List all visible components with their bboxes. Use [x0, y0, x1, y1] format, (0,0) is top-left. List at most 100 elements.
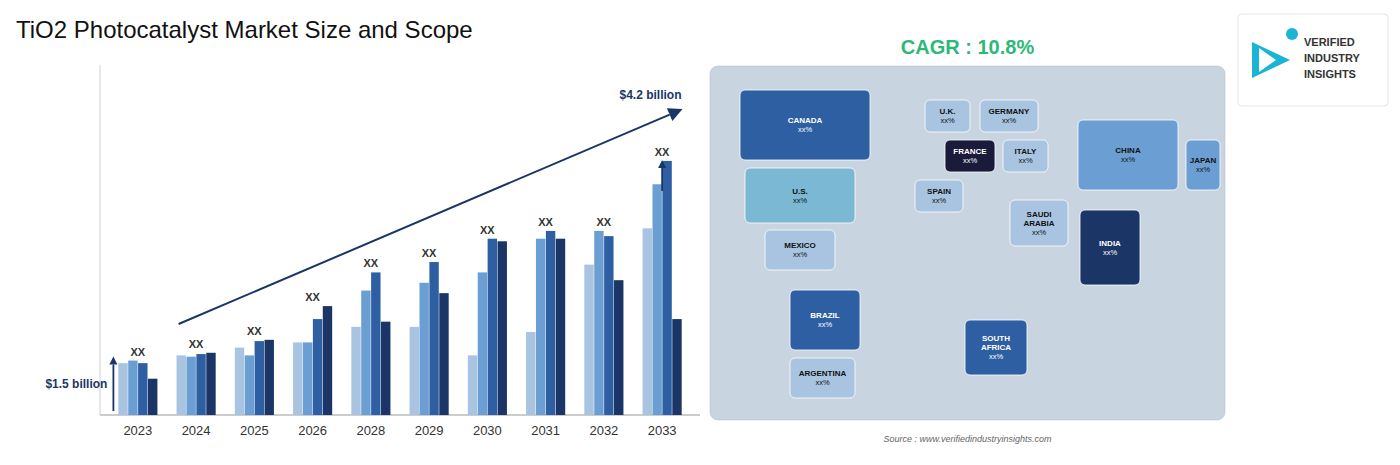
region-name-line: ITALY [1015, 147, 1037, 156]
region-shape [765, 230, 835, 270]
region-name: CHINA [1115, 146, 1141, 155]
region-label: xx% [818, 320, 833, 329]
group-label: XX [189, 338, 204, 350]
region-label: xx% [1196, 165, 1211, 174]
x-tick-label: 2026 [298, 423, 327, 438]
region-shape [945, 140, 995, 172]
bar [303, 342, 312, 415]
x-tick-label: 2028 [356, 423, 385, 438]
bar [323, 306, 332, 415]
bar [429, 262, 438, 415]
bar [196, 354, 205, 415]
group-label: XX [655, 146, 670, 158]
region: ARGENTINAxx% [790, 358, 855, 398]
region-shape [965, 320, 1027, 375]
bar [488, 239, 497, 415]
start-arrow-shaft [112, 365, 114, 411]
region-shape [1186, 140, 1220, 190]
region-name-line: FRANCE [953, 147, 987, 156]
region: SAUDIARABIAxx% [1010, 200, 1068, 246]
region-name-line: ARABIA [1023, 219, 1054, 228]
bar [419, 283, 428, 415]
bar [138, 363, 147, 415]
region-label: xx% [1018, 156, 1033, 165]
group-label: XX [538, 216, 553, 228]
region-label: xx% [989, 352, 1004, 361]
bar [313, 319, 322, 415]
bar [498, 241, 507, 415]
region: GERMANYxx% [980, 100, 1038, 132]
group-label: XX [480, 224, 495, 236]
region-name-line: SPAIN [927, 187, 951, 196]
bar [546, 231, 555, 415]
region: U.S.xx% [745, 168, 855, 223]
map-background [710, 66, 1225, 420]
region-name: MEXICO [784, 241, 816, 250]
group-label: XX [597, 216, 612, 228]
logo-text: INSIGHTS [1304, 68, 1356, 80]
group-label: XX [305, 291, 320, 303]
region-name-line: SAUDI [1027, 210, 1052, 219]
y-axis-line [100, 65, 101, 415]
bar [245, 355, 254, 415]
region-name: INDIA [1099, 239, 1121, 248]
region-name: SAUDIARABIA [1023, 210, 1054, 228]
growth-arrow-head [667, 108, 683, 121]
region-name-line: INDIA [1099, 239, 1121, 248]
bar-plot [100, 65, 700, 415]
bar [468, 355, 477, 415]
region: BRAZILxx% [790, 290, 860, 350]
x-tick-label: 2030 [473, 423, 502, 438]
region-name: ARGENTINA [799, 369, 847, 378]
bar [177, 355, 186, 415]
bar [293, 342, 302, 415]
x-tick-label: 2025 [240, 423, 269, 438]
region: SPAINxx% [915, 180, 963, 212]
group-label: XX [422, 247, 437, 259]
end-arrow-head [658, 160, 666, 168]
region-name: JAPAN [1190, 156, 1217, 165]
region: CANADAxx% [740, 90, 870, 160]
region-name-line: JAPAN [1190, 156, 1217, 165]
region-shape [925, 100, 970, 132]
region-label: xx% [1103, 248, 1118, 257]
logo-chevron-cut [1259, 48, 1276, 72]
bar [381, 322, 390, 415]
bar [478, 272, 487, 415]
x-tick-label: 2023 [123, 423, 152, 438]
title: TiO2 Photocatalyst Market Size and Scope [16, 16, 473, 43]
region: INDIAxx% [1080, 210, 1140, 285]
region-name-line: AFRICA [981, 343, 1011, 352]
bar [662, 161, 671, 415]
region-shape [790, 290, 860, 350]
region-label: xx% [932, 196, 947, 205]
bar [614, 280, 623, 415]
map-panel: CANADAxx%U.S.xx%MEXICOxx%BRAZILxx%ARGENT… [710, 66, 1225, 420]
group-label: XX [364, 257, 379, 269]
region-name-line: SOUTH [982, 334, 1010, 343]
region-name: FRANCE [953, 147, 987, 156]
region-name: BRAZIL [810, 311, 839, 320]
region-name-line: MEXICO [784, 241, 816, 250]
bar [186, 357, 195, 415]
bar [255, 341, 264, 415]
start-arrow-head [109, 357, 117, 365]
end-arrow [658, 160, 666, 191]
region: U.K.xx% [925, 100, 970, 132]
region-name: SOUTHAFRICA [981, 334, 1011, 352]
group-label: XX [131, 346, 146, 358]
region: ITALYxx% [1003, 140, 1048, 172]
logo: VERIFIEDINDUSTRYINSIGHTS [1238, 14, 1388, 106]
region-name-line: GERMANY [989, 107, 1031, 116]
bar [594, 231, 603, 415]
growth-arrow-shaft [179, 115, 670, 324]
region-label: xx% [1002, 116, 1017, 125]
region-name: U.K. [940, 107, 956, 116]
region-name: GERMANY [989, 107, 1031, 116]
region-label: xx% [793, 250, 808, 259]
bar [410, 327, 419, 415]
logo-text: INDUSTRY [1304, 52, 1360, 64]
region-shape [745, 168, 855, 223]
region-name-line: BRAZIL [810, 311, 839, 320]
cagr-label: CAGR : 10.8% [901, 36, 1035, 58]
